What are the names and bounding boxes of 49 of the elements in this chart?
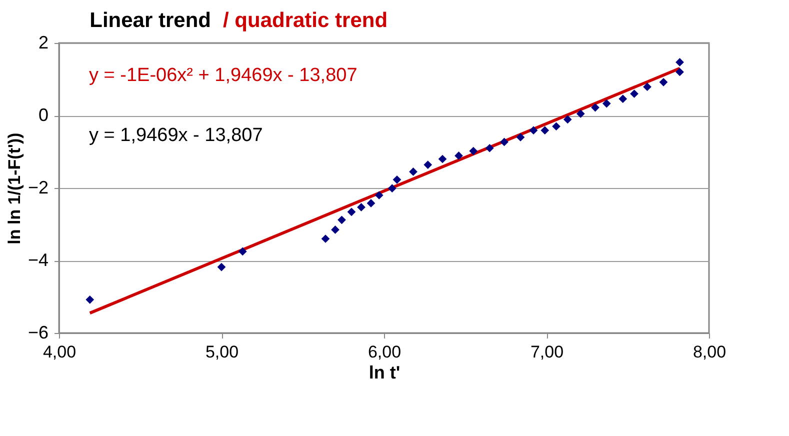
point	[485, 144, 494, 152]
point	[676, 58, 684, 66]
chart-subtitle: / quadratic trend	[223, 9, 388, 32]
point	[563, 115, 572, 124]
point	[338, 216, 346, 224]
point	[238, 247, 247, 256]
y-tick-label: 0	[38, 105, 48, 125]
point	[659, 78, 668, 86]
point	[347, 208, 356, 216]
point	[540, 126, 550, 135]
y-axis-title: ln ln 1/(1-F(t'))	[4, 132, 24, 244]
annotation: y = 1,9469x - 13,807	[89, 125, 263, 146]
y-tick-label: −6	[28, 322, 48, 342]
x-tick-label: 5,00	[205, 342, 239, 362]
y-tick-label: 2	[38, 32, 48, 52]
x-tick-label: 7,00	[530, 342, 564, 362]
point	[86, 295, 94, 304]
point	[357, 203, 366, 212]
point	[321, 234, 330, 243]
chart-title: Linear trend	[90, 9, 211, 32]
point	[366, 199, 376, 208]
point	[424, 160, 432, 169]
point	[500, 138, 508, 146]
point	[516, 133, 525, 142]
point	[374, 191, 384, 200]
x-tick-label: 6,00	[368, 342, 402, 362]
point	[217, 262, 226, 272]
point	[643, 82, 652, 92]
point	[552, 122, 560, 131]
point	[602, 99, 611, 108]
point	[409, 168, 418, 176]
point	[454, 152, 463, 160]
y-tick-label: −2	[28, 178, 48, 198]
point	[676, 68, 684, 76]
x-tick-label: 8,00	[692, 342, 726, 362]
point	[529, 126, 538, 135]
x-tick-label: 4,00	[42, 342, 76, 362]
point	[618, 94, 628, 104]
point	[331, 226, 340, 234]
point	[388, 184, 396, 193]
annotation: y = -1E-06x² + 1,9469x - 13,807	[89, 65, 358, 86]
point	[591, 103, 600, 112]
x-axis-title: ln t'	[368, 362, 400, 382]
point	[469, 146, 478, 156]
point	[576, 110, 585, 118]
point	[630, 90, 638, 98]
point	[438, 154, 447, 164]
point	[392, 175, 402, 184]
y-tick-label: −4	[28, 250, 48, 270]
